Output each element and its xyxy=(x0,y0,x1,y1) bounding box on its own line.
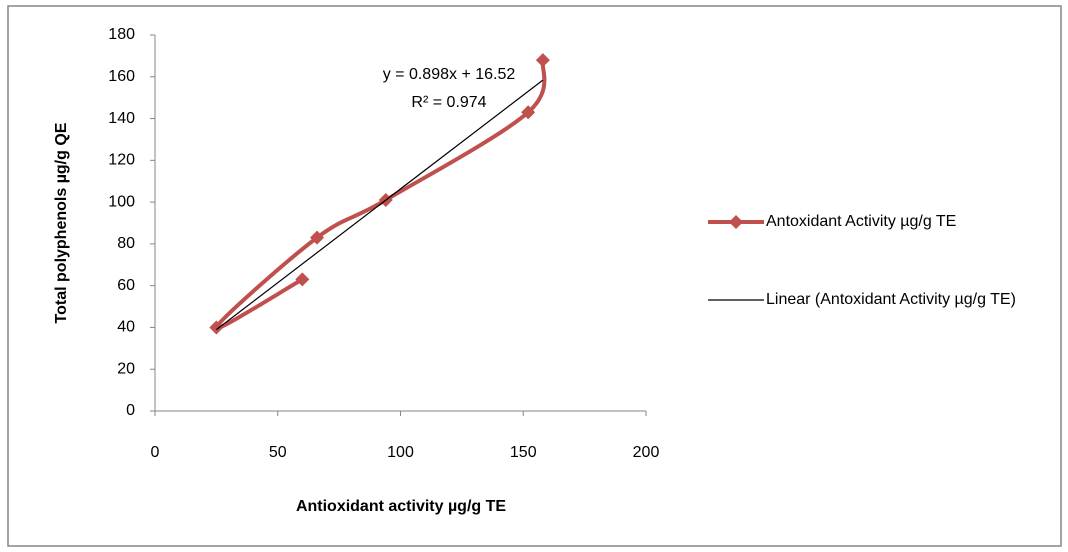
legend-label: Antoxidant Activity µg/g TE xyxy=(766,213,957,230)
x-tick-label: 50 xyxy=(269,444,287,461)
legend-label: Linear (Antoxidant Activity µg/g TE) xyxy=(766,291,1016,308)
y-tick-label: 160 xyxy=(108,68,135,85)
y-tick-label: 80 xyxy=(117,235,135,252)
y-tick-label: 100 xyxy=(108,193,135,210)
trend-r-squared: R² = 0.974 xyxy=(411,94,486,111)
marker xyxy=(521,105,536,120)
y-tick-label: 180 xyxy=(108,26,135,43)
y-tick-label: 140 xyxy=(108,110,135,127)
trend-equation: y = 0.898x + 16.52 xyxy=(383,66,516,83)
marker xyxy=(295,272,310,287)
x-tick-label: 150 xyxy=(510,444,537,461)
y-axis-title: Total polyphenols µg/g QE xyxy=(53,122,70,323)
marker xyxy=(209,320,224,335)
y-tick-label: 40 xyxy=(117,319,135,336)
y-tick-label: 20 xyxy=(117,360,135,377)
marker xyxy=(535,53,550,68)
x-tick-label: 0 xyxy=(151,444,160,461)
x-tick-label: 100 xyxy=(387,444,414,461)
x-axis-title: Antioxidant activity µg/g TE xyxy=(296,498,506,515)
legend-marker xyxy=(729,215,743,229)
y-tick-label: 60 xyxy=(117,277,135,294)
y-tick-label: 0 xyxy=(126,402,135,419)
trendline xyxy=(216,79,544,331)
x-tick-label: 200 xyxy=(633,444,660,461)
chart-border xyxy=(7,5,1062,547)
y-tick-label: 120 xyxy=(108,152,135,169)
marker xyxy=(310,230,325,245)
